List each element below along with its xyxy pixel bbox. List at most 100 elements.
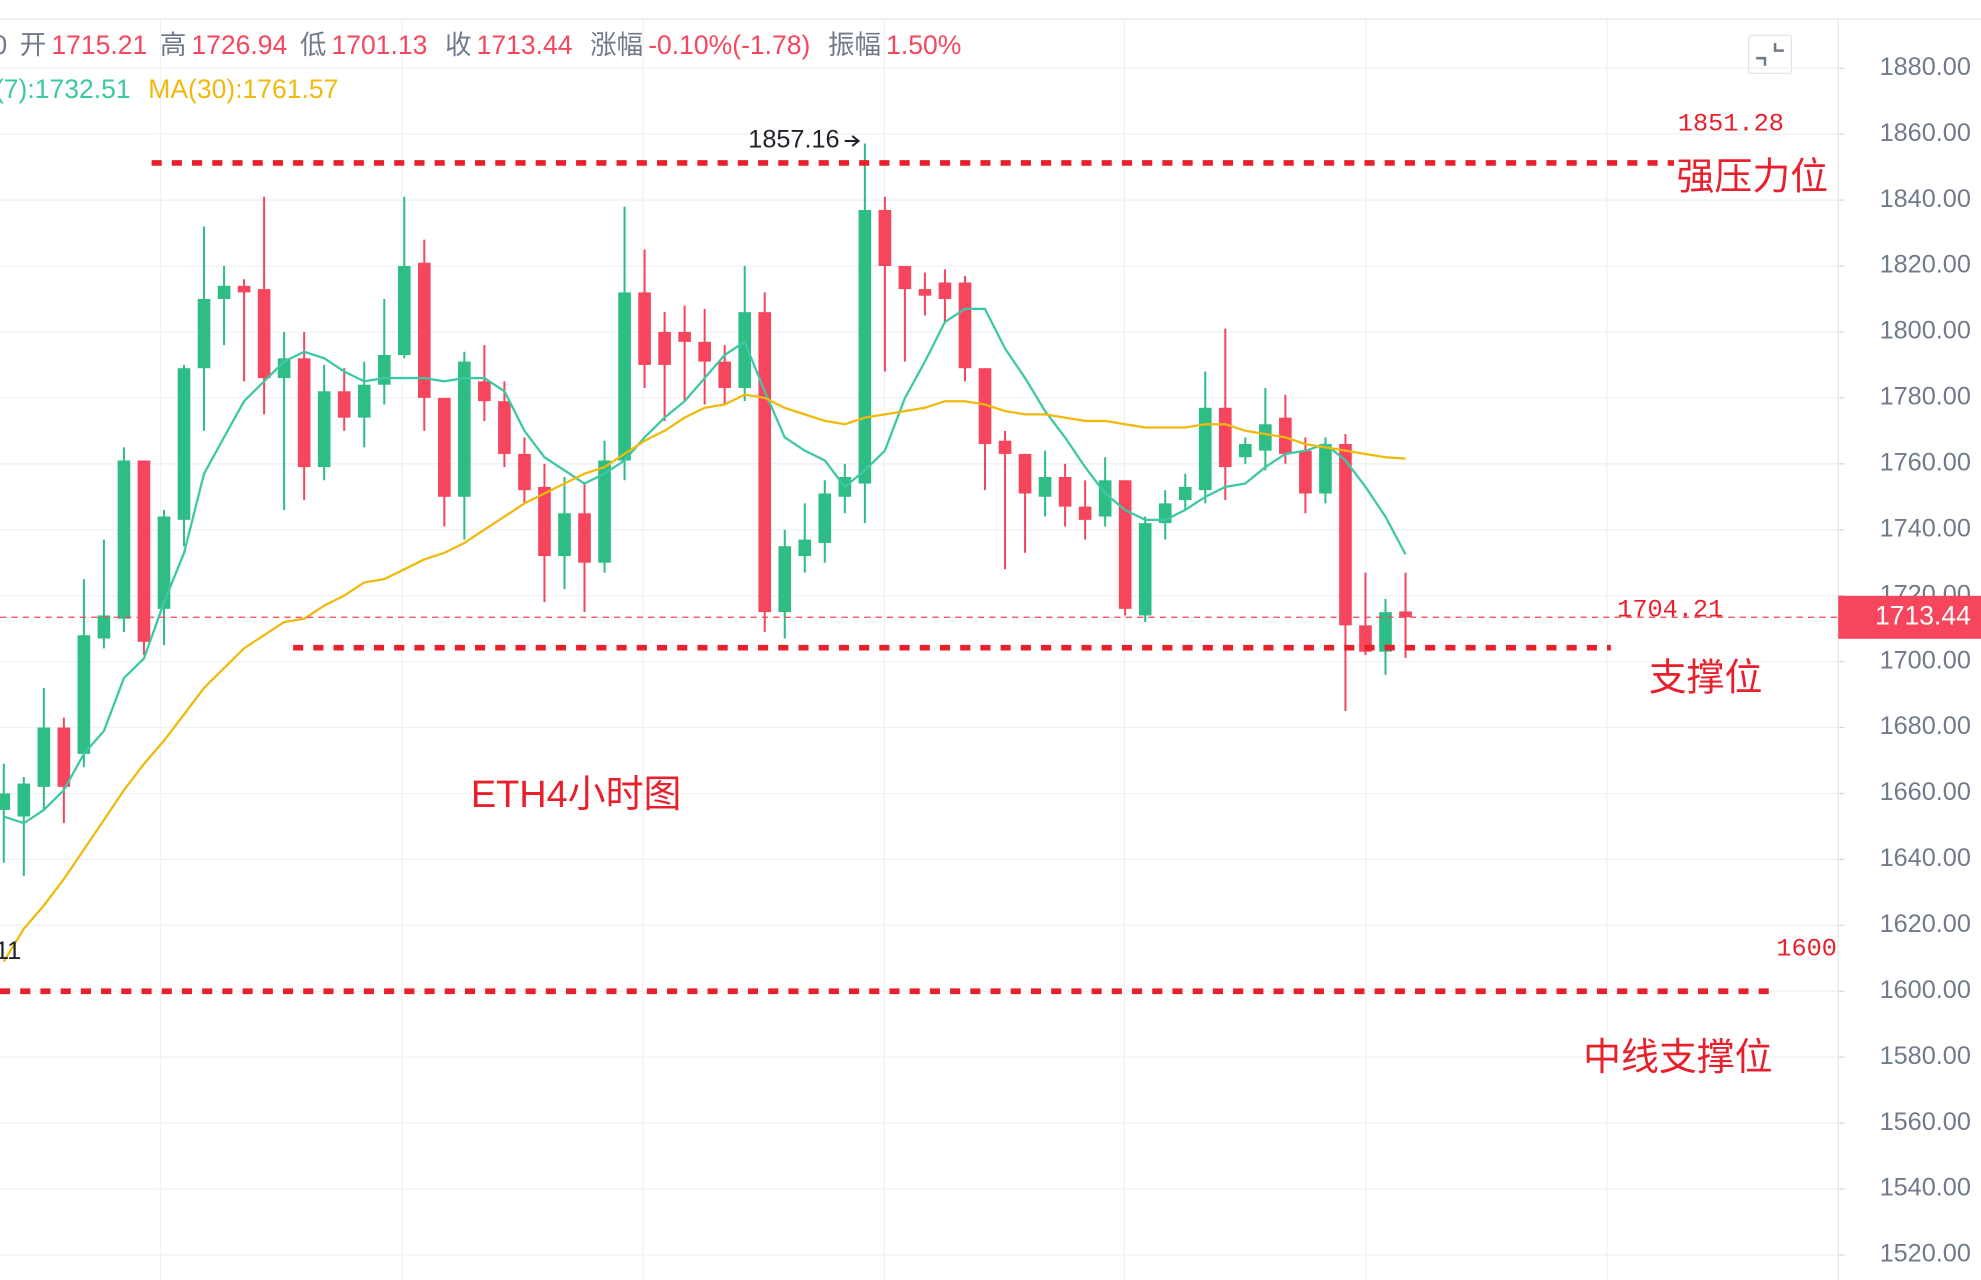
candle-body [478,381,491,402]
candle-body [998,440,1012,454]
y-tick-label: 1700.00 [1880,646,1971,674]
y-tick-label: 1800.00 [1880,317,1971,345]
candle-body [237,285,251,293]
legend-entry: (7):1732.51 [0,74,131,104]
y-tick-label: 1780.00 [1880,383,1971,411]
candle-body [417,262,431,398]
candle-body [1259,424,1272,451]
candle-body [397,266,411,356]
level-label: 强压力位 [1677,157,1829,199]
candle-body [718,361,731,388]
level-value: 1851.28 [1678,110,1784,139]
y-tick-label: 1760.00 [1880,448,1971,476]
candle-body [377,355,391,385]
candle-body [778,546,792,613]
candle-body [1379,612,1392,652]
y-tick-label: 1660.00 [1880,778,1971,806]
candle-body [578,513,591,563]
candle-body [658,331,671,365]
candle-body [698,341,711,362]
y-tick-label: 1640.00 [1880,844,1971,872]
candle-body [538,486,551,557]
y-tick-label: 1600.00 [1880,976,1971,1004]
legend-entry: MA(30):1761.57 [148,74,338,104]
annotation-layer: 0开1715.21高1726.94低1701.13收1713.44涨幅-0.10… [0,30,1981,1079]
candle-body [137,460,151,642]
candle-body [1319,444,1332,494]
y-tick-label: 1840.00 [1880,185,1971,213]
peak-label: 1857.16 [748,126,839,154]
candle-body [598,460,611,563]
level-label: 中线支撑位 [1583,1037,1772,1079]
candle-body [257,289,271,379]
header-value: 1713.44 [477,30,573,60]
candle-body [818,493,832,543]
candle-body [1058,476,1072,507]
candle-body [337,391,351,418]
candle-body [317,391,331,468]
y-tick-label: 1680.00 [1880,712,1971,740]
icon-box[interactable] [1747,34,1793,74]
candle-body [357,384,371,418]
candle-body [618,292,631,461]
candle-body [297,358,311,468]
marks-layer [0,143,1412,963]
icon-glyph [1756,43,1784,66]
candle-body [958,282,972,369]
candle-body [1078,506,1092,520]
y-tick-label: 1740.00 [1880,514,1971,542]
y-tick-label: 1560.00 [1880,1108,1971,1136]
candle-body [1399,611,1412,618]
ma-line [2,393,1406,963]
candle-body [918,289,932,296]
candle-body [638,292,651,365]
candle-body [57,727,71,787]
candle-body [1239,444,1252,458]
candle-body [1118,480,1132,609]
candle-body [1279,417,1292,454]
y-tick-label: 1820.00 [1880,251,1971,279]
y-tick-label: 1520.00 [1880,1240,1971,1268]
candle-body [498,401,511,454]
candle-body [1339,444,1352,626]
candle-body [898,266,912,290]
y-tick-label: 1580.00 [1880,1042,1971,1070]
expand-icon[interactable] [1747,34,1793,74]
candle-body [157,516,171,609]
candle-body [558,513,571,557]
header-label: 涨幅 [590,30,643,60]
candle-body [1038,476,1052,497]
header-label: 收 [445,30,472,60]
header-prefix: 0 [0,30,7,60]
header-value: -0.10%(-1.78) [648,30,810,60]
candle-body [177,368,191,520]
candle-body [77,635,91,754]
y-tick-label: 1880.00 [1880,53,1971,81]
candle-body [1198,407,1212,491]
last-price-box [1838,595,1981,639]
level-value: 1600 [1776,934,1837,963]
peak-arrow [844,135,861,147]
header-value: 1726.94 [191,30,287,60]
candle-body [678,331,691,342]
header-value: 1701.13 [331,30,427,60]
candle-body [117,460,131,619]
candle-body [438,397,451,497]
legend: (7):1732.51 MA(30):1761.57 [0,74,338,104]
header-label: 高 [160,30,187,60]
candle-body [1178,486,1192,501]
header-label: 开 [20,30,47,60]
header-value: 1.50% [886,30,961,60]
candle-body [458,361,471,497]
candle-body [798,539,812,557]
candle-body [938,282,952,299]
candle-body [518,453,531,491]
candle-body [1138,523,1152,616]
ma-line [3,307,1407,825]
candle-body [1299,450,1312,494]
candle-body [0,793,11,810]
